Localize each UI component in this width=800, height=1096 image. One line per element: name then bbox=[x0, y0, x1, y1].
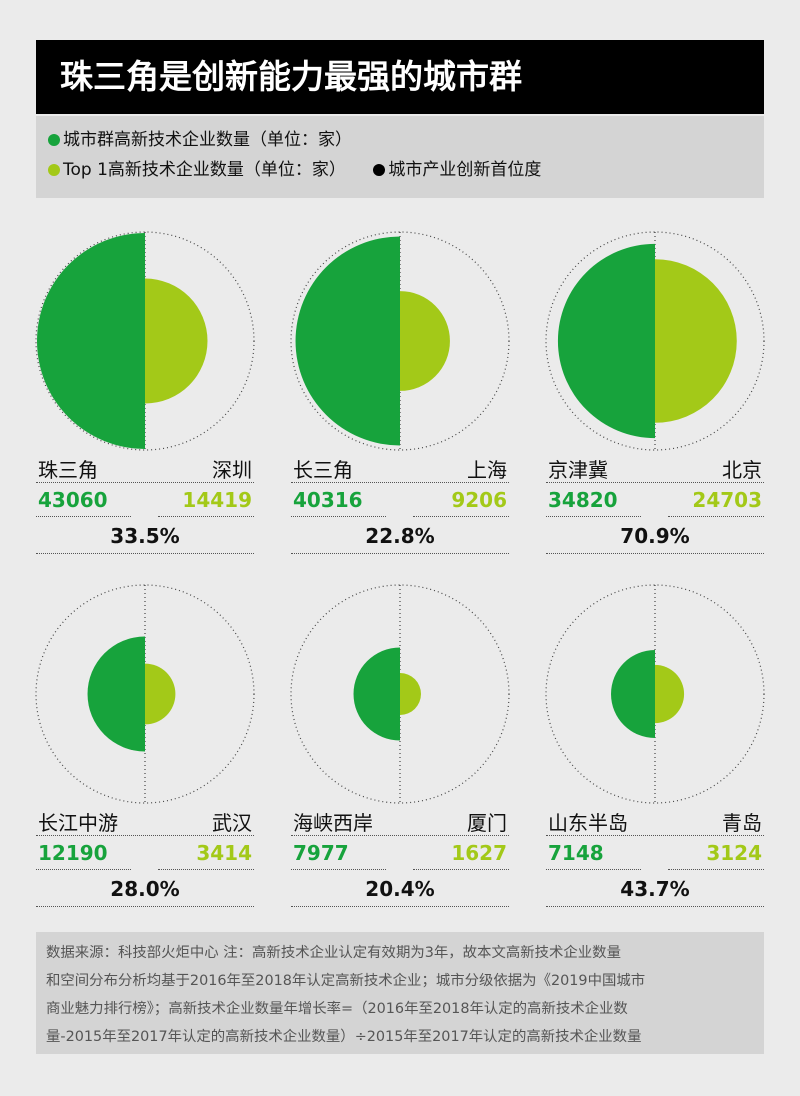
legend-dot-primacy bbox=[373, 164, 386, 176]
cluster-semicircle bbox=[87, 636, 145, 752]
semicircle-chart bbox=[290, 231, 510, 451]
legend-item-primacy: 城市产业创新首位度 bbox=[373, 155, 541, 185]
footer-notes: 数据来源：科技部火炬中心 注：高新技术企业认定有效期为3年，故本文高新技术企业数… bbox=[36, 932, 764, 1054]
cluster-name: 长江中游 bbox=[38, 811, 118, 835]
city-semicircle bbox=[400, 291, 450, 391]
city-name: 厦门 bbox=[467, 811, 507, 835]
outer-dotted-circle bbox=[35, 584, 255, 804]
cluster-name: 珠三角 bbox=[38, 458, 98, 482]
outer-dotted-circle bbox=[545, 231, 765, 451]
divider bbox=[546, 516, 641, 517]
semicircle-chart bbox=[35, 231, 255, 451]
legend-dot-top1 bbox=[48, 164, 60, 176]
divider bbox=[546, 906, 764, 907]
cluster-value: 12190 bbox=[38, 841, 108, 865]
city-name: 深圳 bbox=[212, 458, 252, 482]
primacy-value: 20.4% bbox=[365, 877, 435, 901]
divider bbox=[36, 906, 254, 907]
city-value: 3124 bbox=[706, 841, 762, 865]
cluster-name: 京津冀 bbox=[548, 458, 608, 482]
cluster-semicircle bbox=[295, 236, 400, 446]
cluster-semicircle bbox=[557, 243, 655, 439]
semicircle-chart bbox=[290, 584, 510, 804]
divider bbox=[36, 516, 131, 517]
outer-dotted-circle bbox=[545, 584, 765, 804]
semicircle-chart bbox=[545, 231, 765, 451]
primacy-value: 70.9% bbox=[620, 524, 690, 548]
city-name: 武汉 bbox=[212, 811, 252, 835]
city-semicircle bbox=[400, 673, 421, 715]
outer-dotted-circle bbox=[290, 584, 510, 804]
cluster-semicircle bbox=[353, 647, 400, 741]
footer-line: 量-2015年至2017年认定的高新技术企业数量）÷2015年至2017年认定的… bbox=[46, 1029, 642, 1045]
city-name: 青岛 bbox=[722, 811, 762, 835]
cluster-value: 34820 bbox=[548, 488, 618, 512]
legend: 城市群高新技术企业数量（单位：家） Top 1高新技术企业数量（单位：家） 城市… bbox=[36, 116, 764, 198]
city-value: 3414 bbox=[196, 841, 252, 865]
cluster-name: 海峡西岸 bbox=[293, 811, 373, 835]
footer-line: 和空间分布分析均基于2016年至2018年认定高新技术企业；城市分级依据为《20… bbox=[46, 973, 646, 989]
cluster-name: 山东半岛 bbox=[548, 811, 628, 835]
primacy-value: 22.8% bbox=[365, 524, 435, 548]
legend-label-top1: Top 1高新技术企业数量（单位：家） bbox=[63, 160, 346, 180]
divider bbox=[413, 869, 509, 870]
legend-row-2: Top 1高新技术企业数量（单位：家） 城市产业创新首位度 bbox=[48, 155, 764, 185]
cluster-name: 长三角 bbox=[293, 458, 353, 482]
city-semicircle bbox=[145, 663, 176, 725]
city-name: 上海 bbox=[467, 458, 507, 482]
legend-label-cluster: 城市群高新技术企业数量（单位：家） bbox=[63, 130, 352, 150]
legend-label-primacy: 城市产业创新首位度 bbox=[388, 160, 542, 180]
city-value: 9206 bbox=[451, 488, 507, 512]
cluster-semicircle bbox=[611, 649, 655, 739]
divider bbox=[291, 835, 509, 836]
divider bbox=[291, 906, 509, 907]
divider bbox=[36, 835, 254, 836]
legend-dot-cluster bbox=[48, 134, 60, 146]
cluster-value: 7148 bbox=[548, 841, 604, 865]
city-value: 1627 bbox=[451, 841, 507, 865]
city-value: 14419 bbox=[182, 488, 252, 512]
legend-item-top1: Top 1高新技术企业数量（单位：家） bbox=[48, 155, 346, 185]
divider bbox=[668, 869, 764, 870]
divider bbox=[36, 553, 254, 554]
semicircle-chart bbox=[545, 584, 765, 804]
page-title: 珠三角是创新能力最强的城市群 bbox=[36, 40, 764, 114]
divider bbox=[36, 482, 254, 483]
divider bbox=[158, 869, 254, 870]
legend-item-cluster: 城市群高新技术企业数量（单位：家） bbox=[48, 125, 352, 155]
divider bbox=[546, 835, 764, 836]
divider bbox=[546, 869, 641, 870]
outer-dotted-circle bbox=[290, 231, 510, 451]
cluster-value: 7977 bbox=[293, 841, 349, 865]
city-name: 北京 bbox=[722, 458, 762, 482]
divider bbox=[546, 482, 764, 483]
divider bbox=[291, 482, 509, 483]
city-semicircle bbox=[655, 664, 685, 724]
city-value: 24703 bbox=[692, 488, 762, 512]
primacy-value: 43.7% bbox=[620, 877, 690, 901]
footer-line: 商业魅力排行榜》；高新技术企业数量年增长率=（2016年至2018年认定的高新技… bbox=[46, 1001, 628, 1017]
divider bbox=[413, 516, 509, 517]
city-semicircle bbox=[655, 259, 737, 423]
outer-dotted-circle bbox=[35, 231, 255, 451]
cluster-value: 43060 bbox=[38, 488, 108, 512]
footer-line: 数据来源：科技部火炬中心 注：高新技术企业认定有效期为3年，故本文高新技术企业数… bbox=[46, 945, 621, 961]
primacy-value: 28.0% bbox=[110, 877, 180, 901]
divider bbox=[546, 553, 764, 554]
city-semicircle bbox=[145, 278, 208, 404]
primacy-value: 33.5% bbox=[110, 524, 180, 548]
semicircle-chart bbox=[35, 584, 255, 804]
cluster-value: 40316 bbox=[293, 488, 363, 512]
divider bbox=[291, 516, 386, 517]
chart-grid: 珠三角 深圳 43060 14419 33.5% 长三角 上海 40316 9206 22.8% 京… bbox=[35, 0, 766, 1096]
divider bbox=[668, 516, 764, 517]
cluster-semicircle bbox=[37, 233, 145, 449]
divider bbox=[291, 553, 509, 554]
legend-row-1: 城市群高新技术企业数量（单位：家） bbox=[48, 125, 764, 155]
divider bbox=[36, 869, 131, 870]
divider bbox=[158, 516, 254, 517]
divider bbox=[291, 869, 386, 870]
